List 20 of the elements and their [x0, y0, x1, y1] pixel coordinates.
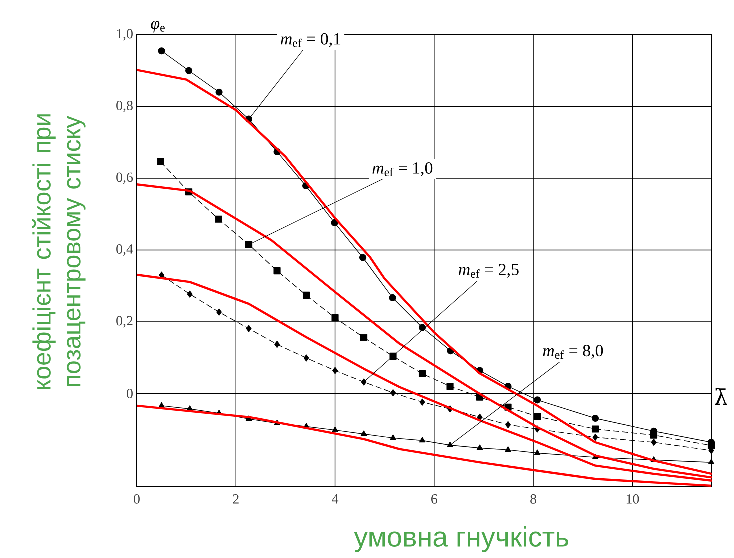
annotation: m$_{ef}$ = 1,0	[372, 162, 433, 176]
text: λ̄	[715, 388, 728, 405]
x-tick-label: 0	[134, 494, 140, 504]
y-tick-label: 0,6	[116, 172, 134, 184]
x-tick-label: 4	[332, 494, 339, 504]
annotation: m$_{ef}$ = 2,5	[458, 264, 519, 278]
x-tick-label: 2	[233, 494, 239, 504]
x-tick-label: 6	[432, 494, 438, 504]
annotation: m$_{ef}$ = 0,1	[281, 33, 341, 48]
y-axis-title: коефіцієнт стійкості при позацентровому стиску	[32, 114, 86, 390]
x-axis-title: умовна гнучкість	[354, 526, 568, 553]
y-tick-label: 0,8	[116, 101, 133, 112]
text: φ$_{e}$	[151, 21, 165, 33]
x-tick-label: 8	[530, 494, 537, 504]
y-tick-label: 0,2	[116, 316, 133, 328]
x-tick-label: 10	[626, 494, 640, 504]
y-tick-label: 0,4	[116, 244, 134, 256]
annotation: m$_{ef}$ = 8,0	[543, 345, 604, 360]
y-tick-label: 0	[127, 389, 133, 398]
y-tick-label: 1,0	[117, 29, 133, 41]
